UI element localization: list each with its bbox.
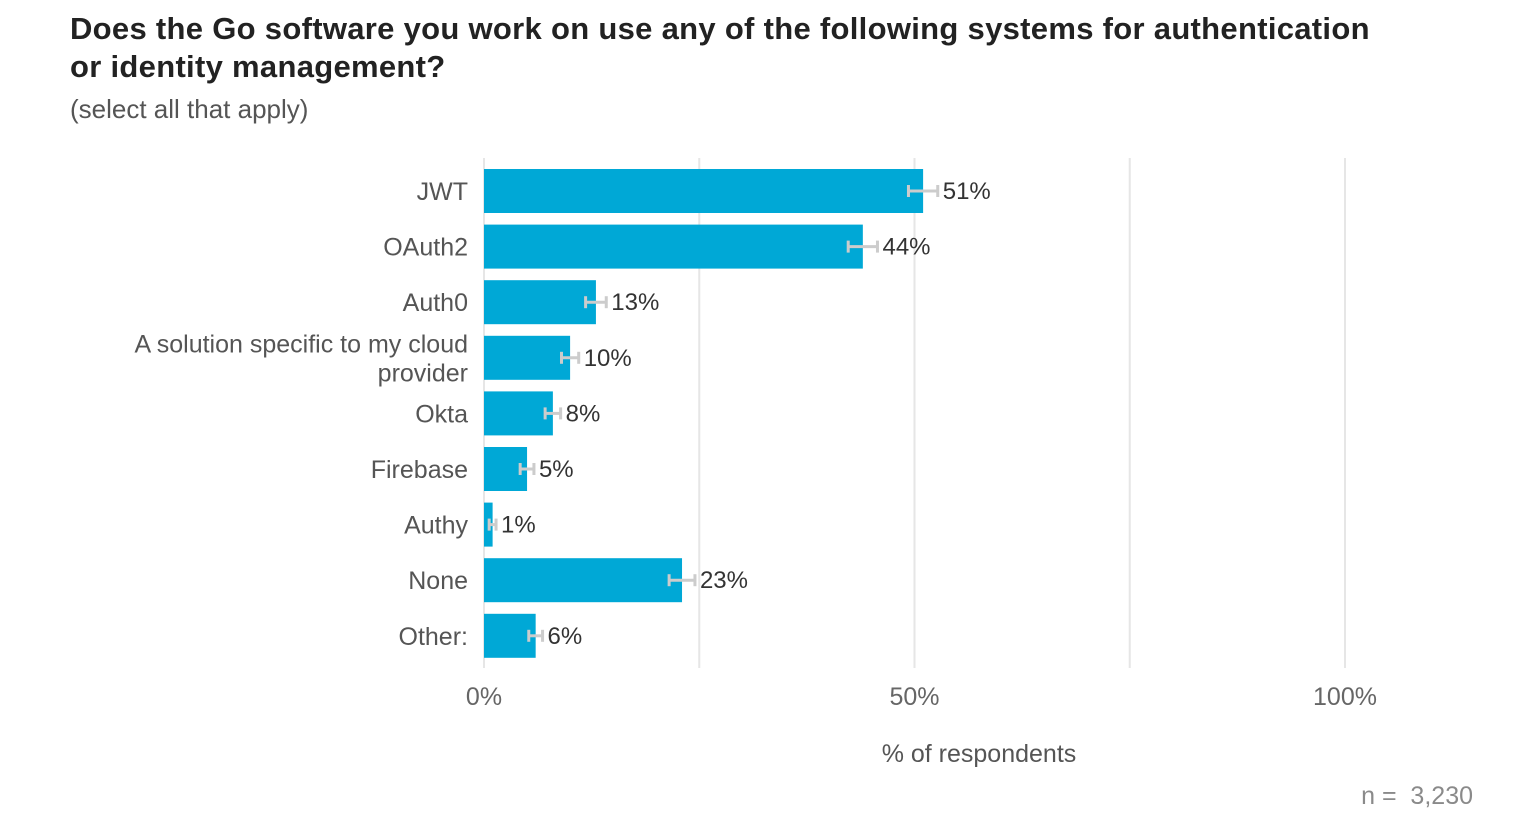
category-label: JWT: [417, 178, 468, 206]
bar: [484, 169, 924, 213]
bars: [484, 169, 924, 658]
value-labels: 51% 44% 13% 10% 8% 5% 1% 23% 6%: [501, 178, 991, 650]
error-bars: [487, 185, 940, 642]
error-bar: [846, 240, 879, 253]
bar: [484, 335, 571, 380]
error-bar: [487, 518, 498, 531]
category-label: Auth0: [403, 289, 468, 317]
x-axis-title: % of respondents: [882, 740, 1077, 768]
x-tick-label: 100%: [1313, 683, 1377, 711]
bar: [484, 613, 536, 658]
error-bar: [527, 629, 545, 642]
error-bar: [584, 296, 608, 309]
bar: [484, 280, 596, 325]
category-label: None: [408, 567, 468, 595]
x-tick-label: 0%: [466, 683, 502, 711]
value-label: 44%: [882, 234, 930, 261]
category-label: OAuth2: [383, 234, 468, 262]
error-bar: [667, 574, 697, 587]
error-bar: [543, 407, 563, 420]
x-tick-label: 50%: [889, 683, 939, 711]
category-labels: JWT OAuth2 Auth0 A solution specific to my …: [135, 178, 469, 651]
sample-size-note: n = 3,230: [1361, 782, 1473, 810]
bar: [484, 391, 553, 436]
error-bar: [906, 185, 940, 197]
value-label: 8%: [566, 400, 601, 427]
error-bar: [518, 463, 536, 475]
chart-subtitle: (select all that apply): [70, 94, 309, 124]
category-label: Other:: [399, 623, 468, 651]
category-label: A solution specific to my cloud provider: [135, 330, 469, 387]
category-label: Firebase: [371, 456, 468, 484]
value-label: 5%: [539, 456, 574, 483]
value-label: 51%: [943, 178, 991, 205]
category-label: Authy: [404, 512, 468, 540]
bar: [484, 224, 863, 269]
chart-title: Does the Go software you work on use any…: [70, 11, 1370, 84]
value-label: 13%: [611, 289, 659, 316]
bar: [484, 558, 683, 603]
category-label: Okta: [415, 400, 468, 428]
value-label: 6%: [548, 623, 583, 650]
value-label: 1%: [501, 512, 536, 539]
value-label: 10%: [584, 345, 632, 372]
error-bar: [559, 351, 581, 364]
x-tick-labels: 0% 50% 100%: [466, 683, 1377, 711]
value-label: 23%: [700, 567, 748, 594]
